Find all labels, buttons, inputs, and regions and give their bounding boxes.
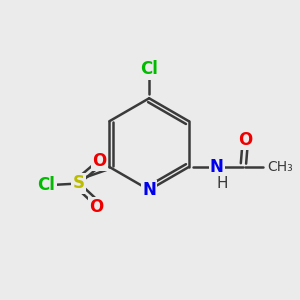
Text: S: S [72,174,84,192]
Text: CH₃: CH₃ [267,160,293,174]
Text: O: O [89,198,103,216]
Text: H: H [216,176,228,191]
Text: N: N [210,158,224,176]
Text: O: O [92,152,106,170]
Text: N: N [142,181,156,199]
Text: O: O [238,130,252,148]
Text: Cl: Cl [140,60,158,78]
Text: Cl: Cl [38,176,56,194]
